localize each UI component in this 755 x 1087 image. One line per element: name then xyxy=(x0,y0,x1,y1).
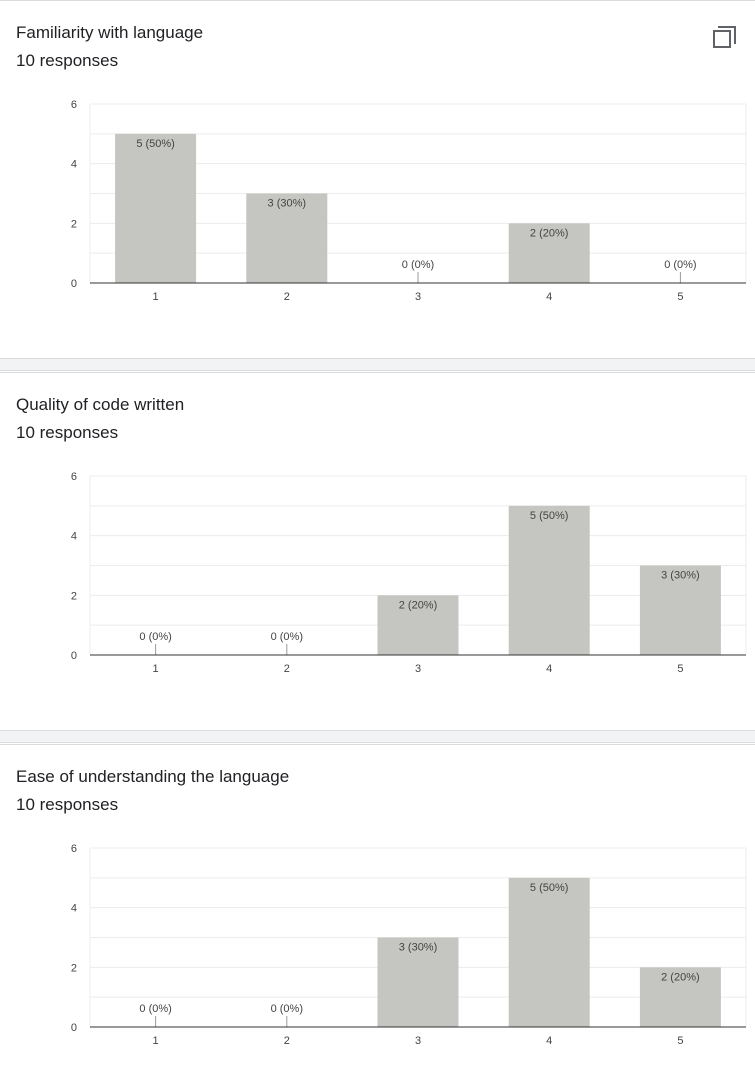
x-tick-label: 1 xyxy=(153,1035,159,1047)
y-tick-label: 4 xyxy=(71,159,77,171)
x-tick-label: 1 xyxy=(153,291,159,303)
data-label: 0 (0%) xyxy=(664,259,696,271)
copy-icon xyxy=(713,26,736,48)
data-label: 0 (0%) xyxy=(402,259,434,271)
data-label: 0 (0%) xyxy=(271,631,303,643)
x-tick-label: 4 xyxy=(546,663,552,675)
bar-chart: 0 2 4 6 0 (0%) 1 0 (0%) 2 2 (20%) 3 5 (50%) 4 3 (30%… xyxy=(71,471,747,675)
bar-chart: 0 2 4 6 5 (50%) 1 3 (30%) 2 0 (0%) 3 2 (20%) 4 0 (0%… xyxy=(71,99,747,303)
x-tick-label: 4 xyxy=(546,1035,552,1047)
y-tick-label: 4 xyxy=(71,531,77,543)
question-card: Familiarity with language 10 responses 0… xyxy=(0,0,755,358)
question-title: Familiarity with language xyxy=(16,23,204,42)
x-tick-label: 5 xyxy=(677,663,683,675)
bar xyxy=(508,505,590,655)
x-tick-label: 5 xyxy=(677,291,683,303)
bar xyxy=(508,877,590,1027)
y-tick-label: 2 xyxy=(71,962,77,974)
data-label: 0 (0%) xyxy=(271,1003,303,1015)
y-tick-label: 6 xyxy=(71,99,77,111)
data-label: 0 (0%) xyxy=(139,631,171,643)
data-label: 3 (30%) xyxy=(661,570,700,582)
y-tick-label: 0 xyxy=(71,1022,77,1034)
y-tick-label: 2 xyxy=(71,590,77,602)
response-count: 10 responses xyxy=(16,795,119,814)
x-tick-label: 4 xyxy=(546,291,552,303)
data-label: 2 (20%) xyxy=(399,599,438,611)
question-card: Quality of code written 10 responses 0 2 4… xyxy=(0,372,755,730)
question-title: Ease of understanding the language xyxy=(16,767,290,786)
data-label: 0 (0%) xyxy=(139,1003,171,1015)
bar xyxy=(377,937,459,1027)
copy-chart-button[interactable] xyxy=(707,23,737,53)
data-label: 5 (50%) xyxy=(530,510,569,522)
x-tick-label: 5 xyxy=(677,1035,683,1047)
bar xyxy=(115,133,197,283)
y-tick-label: 0 xyxy=(71,650,77,662)
y-tick-label: 0 xyxy=(71,278,77,290)
bar xyxy=(508,223,590,283)
card-separator xyxy=(0,730,755,743)
response-count: 10 responses xyxy=(16,423,119,442)
data-label: 5 (50%) xyxy=(530,882,569,894)
bar xyxy=(639,565,721,655)
y-tick-label: 2 xyxy=(71,218,77,230)
data-label: 2 (20%) xyxy=(530,227,569,239)
data-label: 3 (30%) xyxy=(268,198,307,210)
x-tick-label: 2 xyxy=(284,663,290,675)
y-tick-label: 6 xyxy=(71,843,77,855)
bar-chart: 0 2 4 6 0 (0%) 1 0 (0%) 2 3 (30%) 3 5 (50%) 4 2 (20%… xyxy=(71,843,747,1047)
x-tick-label: 3 xyxy=(415,663,421,675)
x-tick-label: 3 xyxy=(415,1035,421,1047)
data-label: 3 (30%) xyxy=(399,942,438,954)
x-tick-label: 2 xyxy=(284,1035,290,1047)
card-separator xyxy=(0,358,755,371)
question-title: Quality of code written xyxy=(16,395,185,414)
response-count: 10 responses xyxy=(16,51,119,70)
data-label: 2 (20%) xyxy=(661,971,700,983)
y-tick-label: 6 xyxy=(71,471,77,483)
bar xyxy=(377,595,459,655)
question-card: Ease of understanding the language 10 re… xyxy=(0,744,755,1087)
y-tick-label: 4 xyxy=(71,903,77,915)
x-tick-label: 2 xyxy=(284,291,290,303)
x-tick-label: 1 xyxy=(153,663,159,675)
data-label: 5 (50%) xyxy=(136,138,175,150)
bar xyxy=(639,967,721,1027)
x-tick-label: 3 xyxy=(415,291,421,303)
bar xyxy=(246,193,328,283)
